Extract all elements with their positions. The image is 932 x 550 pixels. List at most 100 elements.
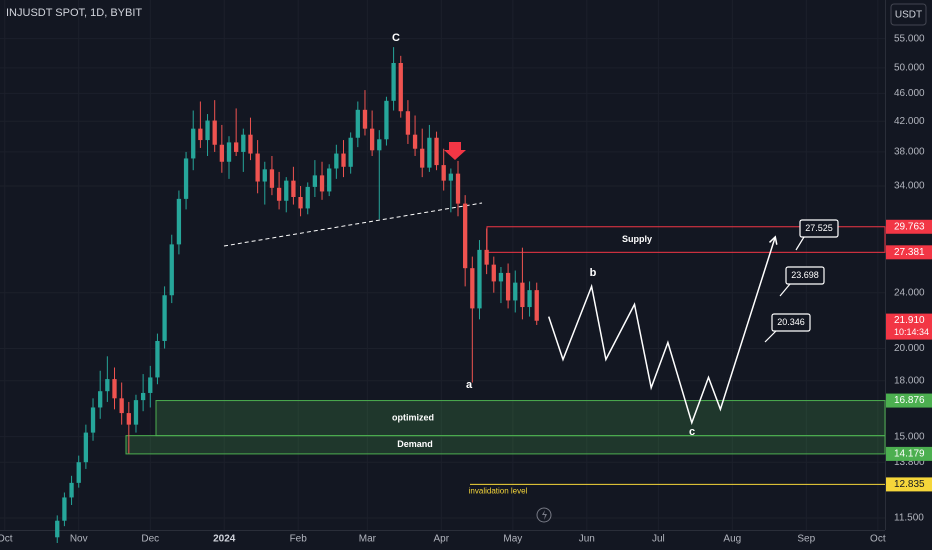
x-tick-label: Aug bbox=[723, 534, 741, 545]
candle-body bbox=[162, 295, 167, 341]
candle-body bbox=[491, 264, 496, 282]
x-tick-label: Mar bbox=[359, 534, 377, 545]
callout-box bbox=[771, 313, 811, 332]
candle-body bbox=[234, 142, 239, 152]
replay-icon[interactable] bbox=[536, 507, 552, 523]
candle-body bbox=[527, 290, 532, 308]
target-label: 20.346 bbox=[777, 317, 805, 327]
candle-body bbox=[55, 520, 60, 538]
target-label: 23.698 bbox=[791, 270, 819, 280]
candle-body bbox=[448, 173, 453, 181]
candle-body bbox=[191, 128, 196, 159]
candle-body bbox=[62, 497, 67, 521]
candles bbox=[55, 47, 539, 544]
price-label: 16.876 bbox=[894, 395, 925, 406]
candle-body bbox=[398, 63, 403, 112]
candle-body bbox=[90, 407, 96, 433]
y-tick-label: 11.500 bbox=[894, 513, 924, 524]
last-price-bg bbox=[886, 313, 932, 340]
candle-body bbox=[133, 400, 139, 425]
candle-body bbox=[76, 462, 81, 483]
wave-label: C bbox=[392, 32, 400, 44]
candle-body bbox=[312, 175, 318, 187]
candle-body bbox=[176, 198, 182, 245]
forecast-arrowhead bbox=[768, 235, 778, 245]
candle-body bbox=[291, 180, 296, 198]
candle-body bbox=[83, 432, 89, 463]
callout-arrow bbox=[764, 330, 777, 343]
candle-body bbox=[534, 290, 539, 321]
price-label-bg bbox=[886, 477, 932, 492]
candle-body bbox=[341, 153, 346, 167]
chart-title: INJUSDT SPOT, 1D, BYBIT bbox=[6, 7, 142, 19]
y-tick-label: 34.000 bbox=[894, 181, 925, 192]
candle-body bbox=[112, 379, 117, 399]
price-label: 12.835 bbox=[894, 479, 925, 490]
x-tick-label: Jun bbox=[579, 534, 595, 545]
currency-box[interactable] bbox=[890, 3, 927, 26]
wave-label: c bbox=[689, 426, 695, 438]
callout-arrow bbox=[795, 236, 805, 251]
candle-body bbox=[305, 186, 310, 209]
candle-body bbox=[198, 128, 203, 141]
candle-body bbox=[355, 109, 360, 138]
candle-body bbox=[391, 63, 396, 101]
x-tick-label: Nov bbox=[70, 534, 88, 545]
candle-body bbox=[412, 134, 418, 149]
price-label-bg bbox=[886, 219, 932, 234]
candle-body bbox=[284, 180, 289, 201]
candle-body bbox=[405, 111, 411, 135]
annotations: Ca b c 27.525 23.698 20.346 bbox=[392, 32, 839, 438]
countdown: 10:14:34 bbox=[894, 327, 929, 337]
price-label-bg bbox=[886, 393, 932, 408]
candle-body bbox=[169, 244, 174, 296]
y-tick-label: 50.000 bbox=[894, 63, 925, 74]
y-tick-label: 42.000 bbox=[894, 116, 925, 127]
candle-body bbox=[362, 109, 368, 129]
replay-bolt bbox=[542, 510, 547, 520]
y-tick-label: 55.000 bbox=[894, 33, 925, 44]
y-tick-label: 15.000 bbox=[894, 431, 925, 442]
candle-body bbox=[377, 139, 382, 151]
y-tick-label: 20.000 bbox=[894, 343, 925, 354]
candle-body bbox=[420, 148, 425, 168]
candle-body bbox=[183, 158, 189, 199]
x-tick-label: 2024 bbox=[213, 534, 236, 545]
candle-body bbox=[441, 165, 446, 181]
candle-body bbox=[119, 398, 124, 414]
zone-label: Supply bbox=[622, 234, 652, 244]
candle-body bbox=[463, 203, 468, 269]
candle-body bbox=[126, 413, 131, 425]
y-tick-label: 38.000 bbox=[894, 147, 925, 158]
candle-body bbox=[255, 153, 260, 182]
candle-body bbox=[348, 137, 353, 167]
last-price: 21.910 bbox=[894, 315, 925, 326]
invalidation-label: invalidation level bbox=[469, 487, 528, 496]
y-tick-label: 18.000 bbox=[894, 375, 925, 386]
candle-body bbox=[298, 197, 303, 209]
wave-label: a bbox=[466, 379, 473, 391]
candle-body bbox=[513, 282, 518, 301]
candle-body bbox=[241, 134, 246, 152]
candle-body bbox=[205, 120, 210, 141]
x-tick-label: May bbox=[503, 534, 522, 545]
target-label: 27.525 bbox=[805, 223, 833, 233]
x-tick-label: Oct bbox=[0, 534, 13, 545]
neckline bbox=[223, 202, 483, 247]
candle-body bbox=[384, 100, 389, 140]
candle-body bbox=[155, 340, 160, 378]
candle-body bbox=[455, 173, 461, 204]
y-tick-label: 46.000 bbox=[894, 88, 925, 99]
callout-arrow bbox=[779, 283, 791, 297]
x-tick-label: Dec bbox=[141, 534, 159, 545]
candle-body bbox=[498, 272, 504, 282]
zone-label: Demand bbox=[397, 439, 433, 449]
candle-body bbox=[434, 137, 439, 166]
candle-body bbox=[327, 168, 332, 192]
callout-box bbox=[799, 219, 839, 238]
candle-body bbox=[484, 249, 489, 265]
grid bbox=[0, 0, 885, 530]
price-label: 14.179 bbox=[894, 449, 925, 460]
